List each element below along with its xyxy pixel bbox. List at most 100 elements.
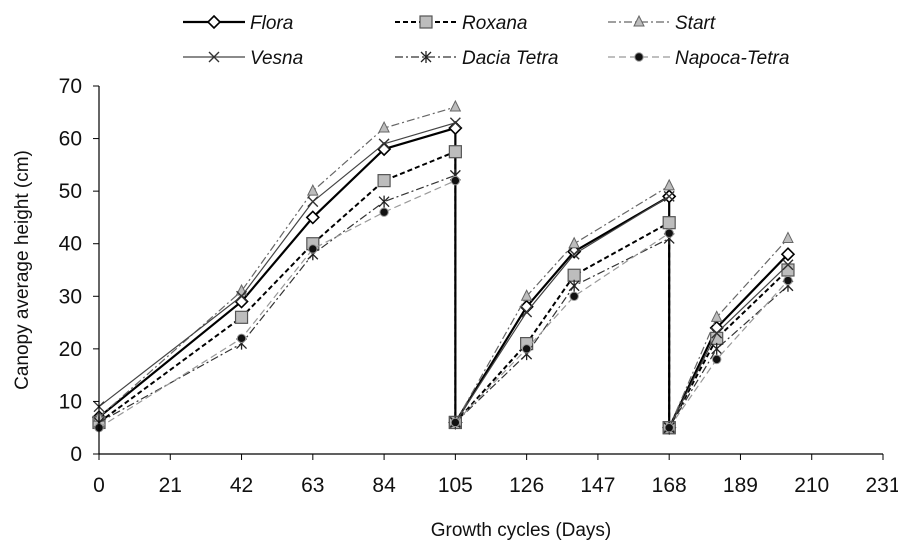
data-point — [662, 216, 676, 230]
plot-area — [91, 99, 796, 435]
y-tick-label: 20 — [59, 338, 82, 361]
data-point — [379, 207, 389, 217]
data-point — [305, 210, 320, 225]
data-point — [664, 228, 674, 238]
y-tick-label: 40 — [59, 233, 82, 256]
y-tick-label: 0 — [70, 443, 82, 466]
series-napoca-tetra — [94, 175, 793, 433]
data-point — [378, 195, 390, 208]
data-point — [782, 231, 794, 243]
data-point — [781, 263, 795, 277]
data-point — [567, 268, 581, 282]
x-tick-label: 210 — [794, 474, 829, 497]
series-line — [454, 232, 670, 423]
data-point — [378, 120, 390, 133]
data-point — [521, 344, 532, 354]
legend-label: Napoca-Tetra — [675, 48, 789, 69]
x-axis-title: Growth cycles (Days) — [431, 520, 612, 541]
data-point — [378, 138, 390, 150]
x-tick-label: 189 — [723, 474, 758, 497]
series-line — [454, 221, 671, 428]
legend-marker — [419, 15, 433, 29]
x-tick-label: 147 — [580, 474, 615, 497]
series-line — [668, 269, 789, 429]
x-tick-label: 84 — [372, 474, 396, 497]
data-point — [663, 190, 675, 202]
legend-label: Flora — [250, 13, 293, 34]
x-tick-label: 126 — [509, 474, 544, 497]
legend-item: Napoca-Tetra — [608, 48, 789, 69]
data-point — [663, 178, 675, 191]
data-point — [710, 310, 723, 322]
series-line — [98, 174, 456, 423]
data-point — [307, 196, 319, 208]
data-point — [449, 117, 461, 129]
y-tick-label: 70 — [59, 75, 82, 98]
series-line — [454, 237, 670, 423]
series-line — [668, 253, 789, 429]
series-line — [98, 122, 456, 408]
data-point — [568, 248, 580, 260]
data-point — [377, 174, 391, 188]
x-tick-label: 42 — [230, 474, 253, 497]
series-start — [93, 99, 794, 433]
series-line — [668, 285, 789, 429]
data-point — [780, 247, 796, 262]
series-line — [98, 106, 456, 418]
x-tick-label: 168 — [652, 474, 687, 497]
legend-item: Start — [608, 13, 716, 34]
series-flora — [91, 120, 796, 435]
legend-label: Dacia Tetra — [462, 48, 558, 69]
data-point — [236, 290, 248, 302]
series-line — [98, 150, 457, 424]
axes: 0 21 42 63 84 105 126 147 168 189 210 231 0 10 20 30 40 5… — [59, 75, 898, 497]
data-point — [307, 184, 319, 196]
series-line — [668, 280, 789, 429]
series-line — [668, 238, 789, 428]
x-tick-label: 0 — [93, 474, 105, 497]
data-point — [450, 175, 461, 186]
legend-marker — [206, 14, 222, 30]
legend-marker — [420, 51, 432, 63]
data-point — [711, 354, 722, 365]
data-point — [234, 310, 249, 324]
data-point — [236, 333, 247, 344]
x-tick-label: 231 — [865, 474, 898, 497]
legend-item: Dacia Tetra — [395, 48, 558, 69]
series-dacia-tetra — [93, 169, 794, 434]
chart-legend: Flora Roxana Start Vesna Dacia Tetra Napoca-T… — [183, 13, 789, 69]
series-line — [454, 195, 671, 428]
series-roxana — [92, 145, 795, 435]
data-point — [520, 289, 533, 301]
data-point — [568, 236, 580, 249]
data-point — [450, 417, 461, 428]
legend-item: Vesna — [183, 48, 303, 69]
data-point — [568, 279, 580, 292]
data-point — [711, 342, 723, 355]
series-line — [454, 185, 670, 423]
data-point — [782, 259, 794, 271]
data-point — [449, 99, 462, 112]
data-point — [521, 306, 533, 318]
y-axis-title: Canopy average height (cm) — [12, 150, 33, 390]
y-tick-label: 10 — [59, 390, 82, 413]
legend-marker — [208, 51, 220, 63]
y-tick-label: 50 — [59, 180, 82, 203]
y-tick-label: 30 — [59, 285, 82, 308]
series-line — [98, 126, 457, 423]
y-tick-label: 60 — [59, 128, 82, 151]
legend-item: Roxana — [395, 13, 528, 34]
data-point — [308, 244, 318, 254]
legend-marker — [633, 14, 645, 27]
legend-label: Vesna — [250, 48, 303, 69]
data-point — [448, 145, 462, 159]
legend-label: Roxana — [462, 13, 528, 34]
data-point — [664, 423, 674, 433]
data-point — [569, 291, 579, 301]
legend-label: Start — [675, 13, 716, 34]
x-tick-label: 63 — [301, 474, 324, 497]
data-point — [783, 275, 793, 286]
legend-item: Flora — [183, 13, 293, 34]
data-point — [711, 327, 723, 339]
